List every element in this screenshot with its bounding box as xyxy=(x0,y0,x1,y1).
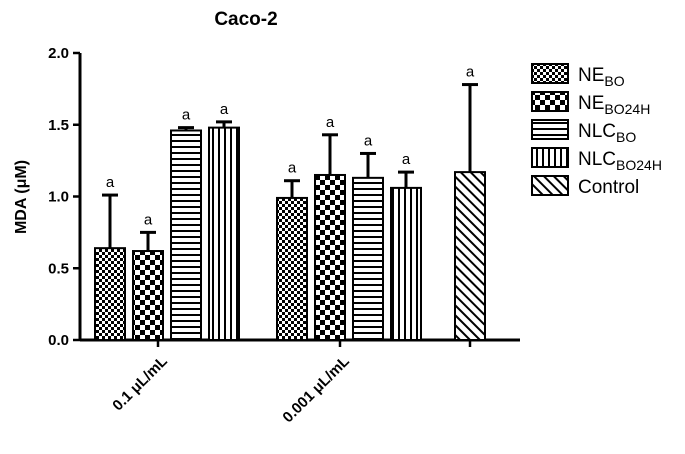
bar xyxy=(390,186,422,341)
legend-label-main: NLC xyxy=(578,149,616,170)
bar xyxy=(454,171,486,341)
legend-label: NLCBO24H xyxy=(578,149,662,173)
legend-label-subscript: BO xyxy=(604,73,624,89)
x-category-label: 0.1 μL/mL xyxy=(109,353,171,415)
bar xyxy=(94,247,126,341)
bar xyxy=(170,129,202,341)
bar xyxy=(352,176,384,341)
legend-label-main: NLC xyxy=(578,121,616,142)
legend-label-main: NE xyxy=(578,65,604,86)
legend-swatch xyxy=(531,175,569,196)
significance-letter: a xyxy=(182,107,191,124)
y-axis-label: MDA (μM) xyxy=(13,160,30,234)
y-tick-label: 1.0 xyxy=(48,189,69,206)
y-tick-label: 0.5 xyxy=(48,260,69,277)
bar xyxy=(276,196,308,341)
significance-letter: a xyxy=(326,114,335,131)
legend-swatch xyxy=(531,91,569,112)
legend-label-subscript: BO24H xyxy=(604,101,650,117)
y-tick-label: 2.0 xyxy=(48,45,69,62)
legend-label-subscript: BO24H xyxy=(616,157,662,173)
bars: a a a a a a a a a xyxy=(94,64,486,342)
significance-letter: a xyxy=(466,64,475,81)
legend-label: NLCBO xyxy=(578,121,636,145)
legend-label: NEBO xyxy=(578,65,625,89)
legend-swatch xyxy=(531,63,569,84)
legend-swatch xyxy=(531,119,569,140)
chart-title: Caco-2 xyxy=(214,9,277,30)
x-category-label: 0.001 μL/mL xyxy=(279,353,352,426)
x-axis: 0.1 μL/mL 0.001 μL/mL xyxy=(80,338,520,426)
bar xyxy=(208,126,240,342)
significance-letter: a xyxy=(402,151,411,168)
bar xyxy=(314,173,346,341)
legend-label-main: Control xyxy=(578,177,639,198)
significance-letter: a xyxy=(106,174,115,191)
significance-letter: a xyxy=(144,211,153,228)
y-tick-label: 1.5 xyxy=(48,117,69,134)
significance-letter: a xyxy=(364,132,373,149)
legend-label: NEBO24H xyxy=(578,93,650,117)
legend-label: Control xyxy=(578,177,639,198)
y-tick-label: 0.0 xyxy=(48,332,69,349)
significance-letter: a xyxy=(220,101,229,118)
bar xyxy=(132,250,164,341)
significance-letter: a xyxy=(288,160,297,177)
legend-swatch xyxy=(531,147,569,168)
y-axis: 0.0 0.5 1.0 1.5 2.0 xyxy=(48,45,82,349)
legend-label-main: NE xyxy=(578,93,604,114)
legend-label-subscript: BO xyxy=(616,129,636,145)
